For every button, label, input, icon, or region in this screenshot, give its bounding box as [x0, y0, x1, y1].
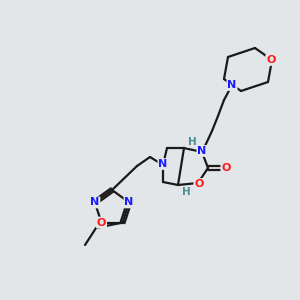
Text: H: H — [182, 187, 190, 197]
Text: N: N — [158, 159, 168, 169]
Text: N: N — [227, 80, 237, 90]
Text: N: N — [197, 146, 207, 156]
Text: N: N — [90, 197, 100, 207]
Text: H: H — [188, 137, 196, 147]
Text: O: O — [194, 179, 204, 189]
Text: N: N — [124, 197, 134, 207]
Text: O: O — [266, 55, 276, 65]
Text: O: O — [97, 218, 106, 228]
Text: O: O — [221, 163, 231, 173]
